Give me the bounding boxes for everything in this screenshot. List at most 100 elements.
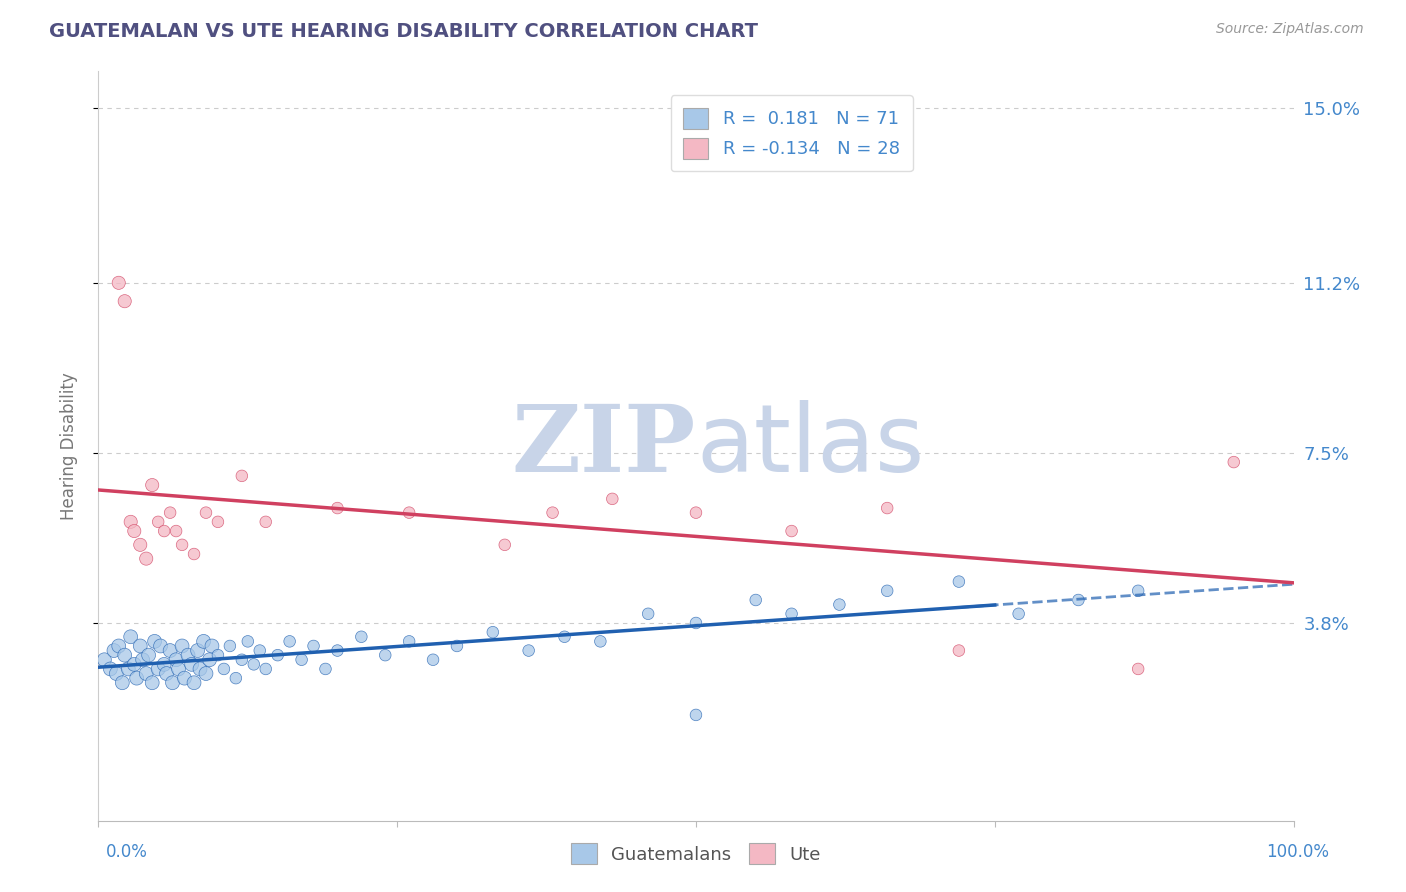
Point	[1128, 662, 1150, 676]
Point	[236, 634, 259, 648]
Point	[165, 653, 187, 667]
Point	[120, 630, 142, 644]
Point	[114, 294, 136, 309]
Point	[167, 662, 190, 676]
Point	[195, 506, 218, 520]
Point	[207, 515, 229, 529]
Point	[141, 478, 163, 492]
Point	[398, 506, 420, 520]
Point	[107, 276, 129, 290]
Text: ZIP: ZIP	[512, 401, 696, 491]
Point	[494, 538, 516, 552]
Point	[602, 491, 624, 506]
Point	[948, 574, 970, 589]
Point	[180, 657, 202, 672]
Point	[114, 648, 136, 662]
Text: GUATEMALAN VS UTE HEARING DISABILITY CORRELATION CHART: GUATEMALAN VS UTE HEARING DISABILITY COR…	[49, 22, 758, 41]
Point	[350, 630, 373, 644]
Point	[422, 653, 444, 667]
Point	[231, 653, 253, 667]
Point	[780, 524, 803, 538]
Point	[254, 515, 277, 529]
Point	[685, 707, 707, 722]
Point	[107, 639, 129, 653]
Point	[398, 634, 420, 648]
Point	[153, 524, 176, 538]
Point	[481, 625, 505, 640]
Y-axis label: Hearing Disability: Hearing Disability	[59, 372, 77, 520]
Text: 0.0%: 0.0%	[105, 843, 148, 861]
Point	[589, 634, 612, 648]
Point	[554, 630, 576, 644]
Point	[685, 506, 707, 520]
Point	[187, 643, 209, 657]
Point	[148, 662, 170, 676]
Point	[98, 662, 122, 676]
Point	[876, 583, 898, 598]
Point	[135, 551, 157, 566]
Point	[138, 648, 160, 662]
Point	[1223, 455, 1246, 469]
Point	[517, 643, 540, 657]
Point	[685, 615, 707, 630]
Text: atlas: atlas	[696, 400, 924, 492]
Point	[125, 671, 148, 685]
Point	[129, 538, 152, 552]
Point	[135, 666, 157, 681]
Point	[302, 639, 325, 653]
Point	[141, 675, 163, 690]
Point	[326, 643, 349, 657]
Point	[165, 524, 187, 538]
Point	[541, 506, 564, 520]
Point	[131, 653, 153, 667]
Legend: Guatemalans, Ute: Guatemalans, Ute	[564, 837, 828, 871]
Point	[231, 468, 253, 483]
Point	[93, 653, 115, 667]
Point	[148, 515, 170, 529]
Point	[225, 671, 247, 685]
Point	[177, 648, 200, 662]
Point	[278, 634, 301, 648]
Point	[1128, 583, 1150, 598]
Point	[159, 643, 181, 657]
Point	[1067, 593, 1090, 607]
Point	[129, 639, 152, 653]
Point	[172, 639, 194, 653]
Point	[155, 666, 177, 681]
Point	[948, 643, 970, 657]
Point	[243, 657, 266, 672]
Point	[117, 662, 139, 676]
Point	[374, 648, 396, 662]
Point	[195, 666, 218, 681]
Point	[124, 657, 146, 672]
Point	[149, 639, 172, 653]
Point	[637, 607, 659, 621]
Point	[188, 662, 211, 676]
Point	[153, 657, 176, 672]
Point	[159, 506, 181, 520]
Point	[219, 639, 242, 653]
Point	[315, 662, 337, 676]
Point	[745, 593, 768, 607]
Point	[162, 675, 184, 690]
Point	[105, 666, 128, 681]
Point	[143, 634, 166, 648]
Point	[207, 648, 229, 662]
Point	[124, 524, 146, 538]
Point	[183, 547, 205, 561]
Point	[201, 639, 224, 653]
Point	[1008, 607, 1031, 621]
Point	[291, 653, 314, 667]
Point	[212, 662, 235, 676]
Point	[249, 643, 271, 657]
Point	[173, 671, 195, 685]
Point	[183, 675, 205, 690]
Point	[326, 501, 349, 516]
Point	[103, 643, 125, 657]
Point	[198, 653, 221, 667]
Point	[193, 634, 215, 648]
Point	[267, 648, 290, 662]
Point	[828, 598, 851, 612]
Point	[120, 515, 142, 529]
Point	[172, 538, 194, 552]
